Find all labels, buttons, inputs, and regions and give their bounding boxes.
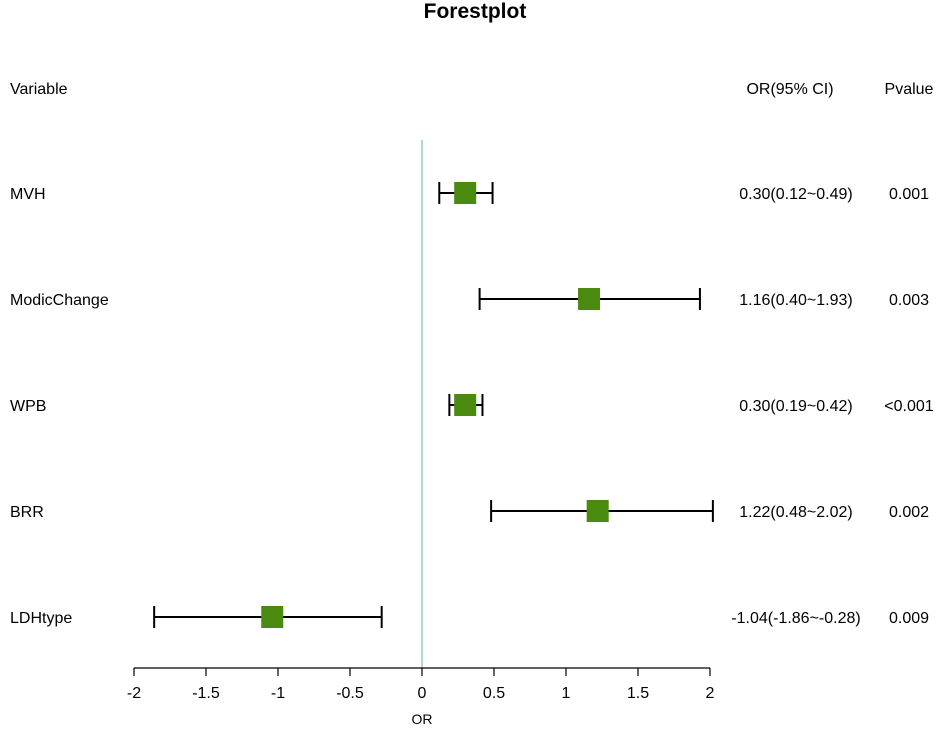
estimate-marker (454, 394, 477, 416)
row-or-ci: 1.16(0.40~1.93) (739, 292, 852, 309)
x-tick-label: -1.5 (192, 685, 220, 702)
forest-row: LDHtype -1.04(-1.86~-0.28) 0.009 (10, 606, 929, 628)
row-variable-label: MVH (10, 186, 46, 203)
x-axis-title: OR (412, 711, 433, 727)
x-tick-label: 1.5 (627, 685, 649, 702)
header-or-ci: OR(95% CI) (746, 81, 833, 98)
forest-row: MVH 0.30(0.12~0.49) 0.001 (10, 182, 929, 204)
row-or-ci: 1.22(0.48~2.02) (739, 504, 852, 521)
forest-row: WPB 0.30(0.19~0.42) <0.001 (10, 394, 934, 416)
forest-row: BRR 1.22(0.48~2.02) 0.002 (10, 500, 929, 522)
header-variable: Variable (10, 81, 68, 98)
row-pvalue: 0.003 (889, 292, 929, 309)
row-variable-label: LDHtype (10, 610, 72, 627)
estimate-marker (586, 500, 609, 522)
x-tick-label: 2 (706, 685, 715, 702)
estimate-marker (578, 288, 601, 310)
x-axis-ticks: -2 -1.5 -1 -0.5 0 0.5 1 1.5 2 (127, 668, 715, 702)
chart-title: Forestplot (424, 0, 527, 23)
row-or-ci: 0.30(0.12~0.49) (739, 186, 852, 203)
row-variable-label: WPB (10, 398, 46, 415)
row-pvalue: 0.009 (889, 610, 929, 627)
row-or-ci: -1.04(-1.86~-0.28) (731, 610, 860, 627)
x-tick-label: 0 (418, 685, 427, 702)
header-pvalue: Pvalue (885, 81, 934, 98)
row-or-ci: 0.30(0.19~0.42) (739, 398, 852, 415)
x-tick-label: -2 (127, 685, 141, 702)
estimate-marker (454, 182, 477, 204)
x-tick-label: -0.5 (336, 685, 364, 702)
row-pvalue: 0.002 (889, 504, 929, 521)
forest-rows: MVH 0.30(0.12~0.49) 0.001 ModicChange 1.16(0… (10, 182, 934, 628)
row-variable-label: BRR (10, 504, 44, 521)
row-pvalue: <0.001 (884, 398, 933, 415)
estimate-marker (261, 606, 284, 628)
x-tick-label: -1 (271, 685, 285, 702)
x-tick-label: 0.5 (483, 685, 505, 702)
row-variable-label: ModicChange (10, 292, 109, 309)
row-pvalue: 0.001 (889, 186, 929, 203)
forest-row: ModicChange 1.16(0.40~1.93) 0.003 (10, 288, 929, 310)
x-tick-label: 1 (562, 685, 571, 702)
